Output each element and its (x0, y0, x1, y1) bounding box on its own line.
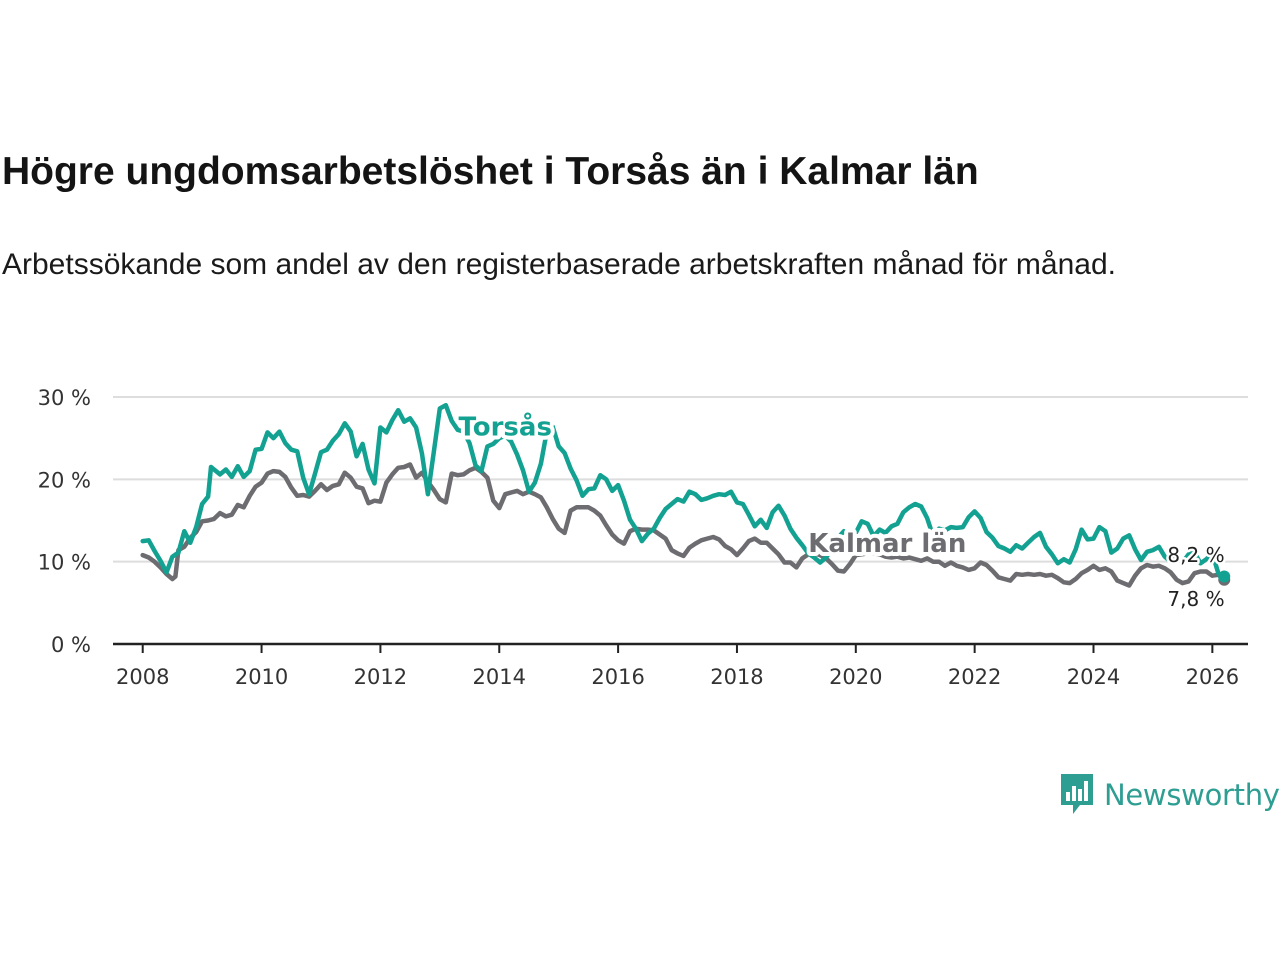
end-value-label-halo: 7,8 % (1167, 587, 1224, 611)
series-line-kalmar (140, 462, 1227, 588)
chart-title: Högre ungdomsarbetslöshet i Torsås än i … (2, 150, 979, 193)
x-tick-label: 2008 (116, 665, 169, 689)
x-tick-label: 2026 (1186, 665, 1239, 689)
end-value-label: 7,8 % (1167, 587, 1224, 611)
y-tick-label: 0 % (51, 633, 91, 657)
x-tick-label: 2020 (829, 665, 882, 689)
chart-subtitle: Arbetssökande som andel av den registerb… (2, 248, 1116, 281)
y-tick-label: 10 % (38, 551, 91, 575)
x-tick-label: 2012 (354, 665, 407, 689)
series-lines (140, 402, 1231, 588)
x-tick-label: 2018 (710, 665, 763, 689)
end-value-label: 8,2 % (1167, 543, 1224, 567)
x-tick-label: 2016 (591, 665, 644, 689)
x-axis: 2008 2010 2012 2014 2016 2018 2020 2022 2024 2026 (113, 642, 1248, 689)
x-tick-label: 2024 (1067, 665, 1120, 689)
end-value-label-halo: 8,2 % (1167, 543, 1224, 567)
series-label: Kalmar län (808, 529, 966, 559)
series-label-halo: Torsås (458, 411, 551, 443)
newsworthy-logo-icon (1061, 774, 1093, 814)
series-endpoint (1218, 570, 1231, 583)
brand-name: Newsworthy (1104, 778, 1280, 812)
x-tick-label: 2022 (948, 665, 1001, 689)
series-label: Torsås (458, 411, 551, 443)
series-label-halo: Kalmar län (808, 529, 966, 559)
x-tick-label: 2014 (473, 665, 526, 689)
y-axis-ticks: 0 % 10 % 20 % 30 % (38, 386, 91, 657)
x-tick-label: 2010 (235, 665, 288, 689)
series-line-torsas (140, 402, 1227, 579)
y-tick-label: 30 % (38, 386, 91, 410)
newsworthy-logo[interactable]: Newsworthy (1058, 772, 1280, 818)
y-tick-label: 20 % (38, 468, 91, 492)
